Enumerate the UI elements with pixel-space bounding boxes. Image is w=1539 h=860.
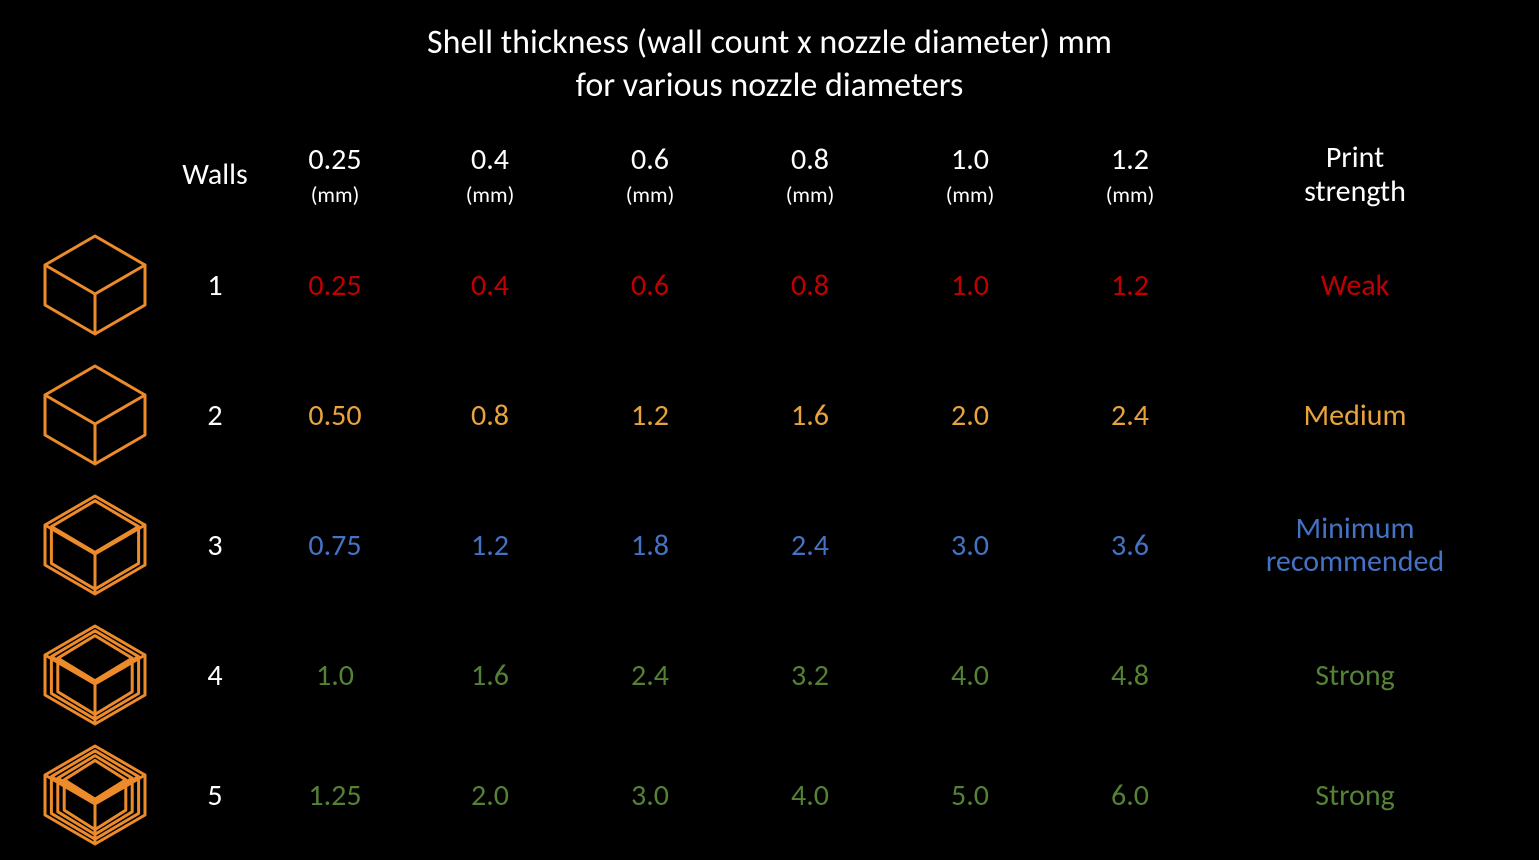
header-nozzle-5: 1.2 (mm) [1060, 130, 1200, 220]
val-r1-c5: 1.0 [900, 220, 1040, 350]
data-row-3: 3 0.75 1.2 1.8 2.4 3.0 3.6 Minimum recom… [30, 480, 1509, 610]
val-r4-c4: 3.2 [740, 610, 880, 740]
val-r5-c4: 4.0 [740, 730, 880, 860]
title-line1: Shell thickness (wall count x nozzle dia… [0, 22, 1539, 65]
val-r1-c4: 0.8 [740, 220, 880, 350]
val-r2-c3: 1.2 [580, 350, 720, 480]
cube-icon-4 [30, 610, 160, 740]
val-r3-c3: 1.8 [580, 480, 720, 610]
header-nozzle-size-0: 0.25 [308, 143, 361, 178]
val-r2-c4: 1.6 [740, 350, 880, 480]
val-r5-c5: 5.0 [900, 730, 1040, 860]
val-r4-c1: 1.0 [270, 610, 400, 740]
val-r3-c5: 3.0 [900, 480, 1040, 610]
cube-svg-wrap-1 [35, 230, 155, 340]
val-r2-c6: 2.4 [1060, 350, 1200, 480]
strength-2: Medium [1230, 350, 1480, 480]
val-r1-c2: 0.4 [420, 220, 560, 350]
header-nozzle-0: 0.25 (mm) [270, 130, 400, 220]
title-line2: for various nozzle diameters [0, 65, 1539, 108]
data-row-1: 1 0.25 0.4 0.6 0.8 1.0 1.2 Weak [30, 220, 1509, 350]
val-r3-c4: 2.4 [740, 480, 880, 610]
val-r5-c6: 6.0 [1060, 730, 1200, 860]
header-row: Walls 0.25 (mm) 0.4 (mm) 0.6 (mm) 0.8 (m… [30, 130, 1509, 220]
val-r3-c6: 3.6 [1060, 480, 1200, 610]
header-nozzle-1: 0.4 (mm) [420, 130, 560, 220]
strength-1: Weak [1230, 220, 1480, 350]
val-r3-c2: 1.2 [420, 480, 560, 610]
strength-4: Strong [1230, 610, 1480, 740]
header-nozzle-size-3: 0.8 [791, 143, 829, 178]
data-row-4: 4 1.0 1.6 2.4 3.2 4.0 4.8 Strong [30, 610, 1509, 740]
cube-icon-2 [30, 350, 160, 480]
val-r2-c1: 0.50 [270, 350, 400, 480]
val-r5-c1: 1.25 [270, 730, 400, 860]
header-nozzle-unit-1: (mm) [466, 182, 515, 207]
walls-3: 3 [170, 480, 260, 610]
cube-svg-wrap-3 [35, 490, 155, 600]
data-grid: Walls 0.25 (mm) 0.4 (mm) 0.6 (mm) 0.8 (m… [30, 130, 1509, 830]
header-nozzle-size-1: 0.4 [471, 143, 509, 178]
header-nozzle-4: 1.0 (mm) [900, 130, 1040, 220]
cube-icon-5 [30, 730, 160, 860]
cube-svg-wrap-4 [35, 620, 155, 730]
header-nozzle-2: 0.6 (mm) [580, 130, 720, 220]
header-nozzle-size-4: 1.0 [951, 143, 989, 178]
val-r1-c6: 1.2 [1060, 220, 1200, 350]
header-strength: Print strength [1230, 130, 1480, 220]
header-nozzle-3: 0.8 (mm) [740, 130, 880, 220]
val-r3-c1: 0.75 [270, 480, 400, 610]
title-block: Shell thickness (wall count x nozzle dia… [0, 22, 1539, 107]
val-r1-c1: 0.25 [270, 220, 400, 350]
walls-4: 4 [170, 610, 260, 740]
data-row-5: 5 1.25 2.0 3.0 4.0 5.0 6.0 Strong [30, 730, 1509, 860]
header-nozzle-size-2: 0.6 [631, 143, 669, 178]
val-r4-c3: 2.4 [580, 610, 720, 740]
walls-5: 5 [170, 730, 260, 860]
cube-icon-1 [30, 220, 160, 350]
strength-3: Minimum recommended [1230, 480, 1480, 610]
val-r2-c5: 2.0 [900, 350, 1040, 480]
cube-icon-3 [30, 480, 160, 610]
page-root: Shell thickness (wall count x nozzle dia… [0, 0, 1539, 847]
val-r4-c2: 1.6 [420, 610, 560, 740]
header-nozzle-size-5: 1.2 [1111, 143, 1149, 178]
header-nozzle-unit-4: (mm) [946, 182, 995, 207]
val-r5-c3: 3.0 [580, 730, 720, 860]
header-nozzle-unit-5: (mm) [1106, 182, 1155, 207]
data-row-2: 2 0.50 0.8 1.2 1.6 2.0 2.4 Medium [30, 350, 1509, 480]
val-r5-c2: 2.0 [420, 730, 560, 860]
header-nozzle-unit-3: (mm) [786, 182, 835, 207]
header-nozzle-unit-0: (mm) [311, 182, 360, 207]
walls-2: 2 [170, 350, 260, 480]
cube-svg-wrap-5 [35, 740, 155, 850]
walls-1: 1 [170, 220, 260, 350]
val-r2-c2: 0.8 [420, 350, 560, 480]
val-r4-c6: 4.8 [1060, 610, 1200, 740]
header-walls: Walls [170, 130, 260, 220]
val-r4-c5: 4.0 [900, 610, 1040, 740]
header-nozzle-unit-2: (mm) [626, 182, 675, 207]
cube-svg-wrap-2 [35, 360, 155, 470]
header-icon-spacer [30, 130, 160, 220]
val-r1-c3: 0.6 [580, 220, 720, 350]
strength-5: Strong [1230, 730, 1480, 860]
